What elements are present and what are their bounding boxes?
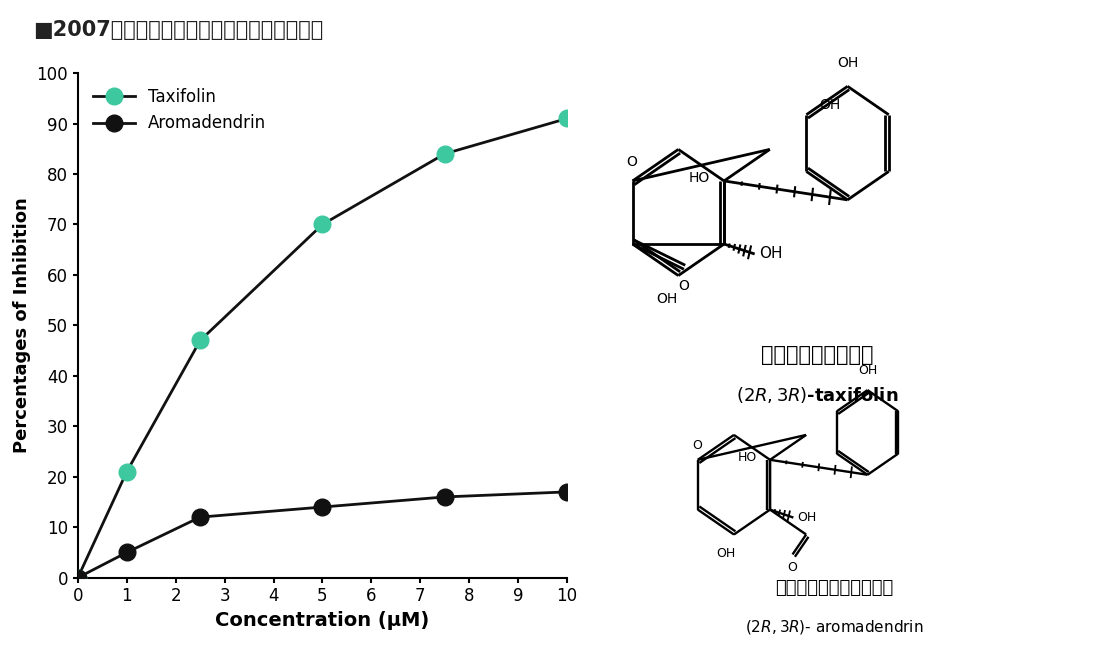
Aromadendrin [438,493,451,501]
Legend: Taxifolin, Aromadendrin: Taxifolin, Aromadendrin [86,82,272,139]
Line: Aromadendrin: Aromadendrin [70,483,575,586]
Y-axis label: Percentages of Inhibition: Percentages of Inhibition [13,197,31,454]
Text: ジヒドロケンフェロール: ジヒドロケンフェロール [775,578,893,597]
Text: OH: OH [797,511,817,524]
Text: HO: HO [688,171,709,185]
Aromadendrin [71,574,85,582]
Taxifolin [438,150,451,158]
Text: O: O [678,279,689,293]
X-axis label: Concentration (μM): Concentration (μM) [216,611,429,630]
Aromadendrin [193,513,207,521]
Text: OH: OH [858,364,877,376]
Taxifolin [120,467,133,475]
Text: ■2007年秋田県総合食品研究所との共同研究: ■2007年秋田県総合食品研究所との共同研究 [33,20,324,40]
Text: OH: OH [837,56,858,70]
Text: OH: OH [656,291,678,306]
Text: $(2R,3R)$- aromadendrin: $(2R,3R)$- aromadendrin [745,618,923,637]
Text: $(2R,3R)$-taxifolin: $(2R,3R)$-taxifolin [736,385,898,405]
Taxifolin [316,220,329,228]
Aromadendrin [560,488,574,496]
Text: O: O [787,561,797,574]
Taxifolin [71,574,85,582]
Text: HO: HO [738,452,757,464]
Taxifolin [193,337,207,345]
Aromadendrin [316,503,329,511]
Text: OH: OH [759,246,783,262]
Aromadendrin [120,548,133,556]
Text: ジヒドロケルセチン: ジヒドロケルセチン [761,345,874,365]
Taxifolin [560,114,574,122]
Text: O: O [693,439,702,452]
Text: OH: OH [820,98,841,112]
Text: O: O [626,155,637,169]
Line: Taxifolin: Taxifolin [70,110,575,586]
Text: OH: OH [716,546,735,560]
